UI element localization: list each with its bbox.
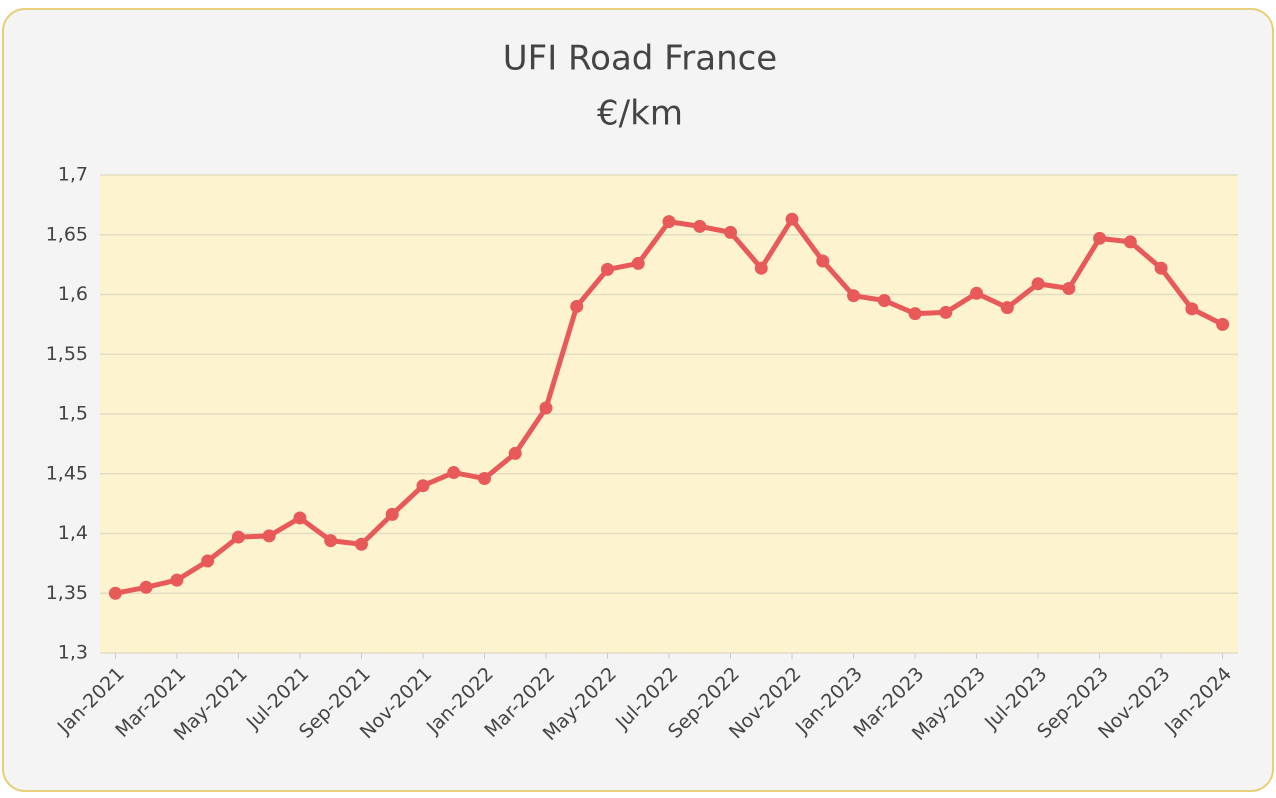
data-point bbox=[262, 529, 276, 543]
y-tick-label: 1,5 bbox=[58, 403, 88, 425]
data-point bbox=[847, 289, 861, 303]
y-tick-label: 1,55 bbox=[46, 343, 88, 365]
y-tick-label: 1,45 bbox=[46, 462, 88, 484]
data-point bbox=[1031, 277, 1045, 291]
data-point bbox=[1216, 317, 1230, 331]
data-point bbox=[539, 401, 553, 415]
y-tick-label: 1,35 bbox=[46, 582, 88, 604]
data-point bbox=[416, 479, 430, 493]
data-point bbox=[508, 446, 522, 460]
y-tick-label: 1,65 bbox=[46, 223, 88, 245]
data-point bbox=[447, 466, 461, 480]
data-point bbox=[139, 580, 153, 594]
data-point bbox=[816, 254, 830, 268]
y-tick-label: 1,6 bbox=[58, 283, 88, 305]
y-tick-label: 1,3 bbox=[58, 642, 88, 664]
data-point bbox=[293, 511, 307, 525]
data-point bbox=[631, 256, 645, 270]
y-tick-label: 1,4 bbox=[58, 522, 88, 544]
data-point bbox=[877, 293, 891, 307]
data-point bbox=[662, 215, 676, 229]
chart-subtitle: €/km bbox=[597, 94, 683, 134]
data-point bbox=[324, 534, 338, 548]
data-point bbox=[108, 586, 122, 600]
data-point bbox=[170, 573, 184, 587]
data-point bbox=[201, 554, 215, 568]
data-point bbox=[908, 307, 922, 321]
data-point bbox=[231, 530, 245, 544]
data-point bbox=[570, 299, 584, 313]
data-point bbox=[754, 261, 768, 275]
data-point bbox=[385, 507, 399, 521]
data-point bbox=[600, 262, 614, 276]
data-point bbox=[1154, 261, 1168, 275]
data-point bbox=[1000, 301, 1014, 315]
data-point bbox=[693, 219, 707, 233]
data-point bbox=[1185, 302, 1199, 316]
data-point bbox=[970, 286, 984, 300]
data-point bbox=[1062, 282, 1076, 296]
y-tick-label: 1,7 bbox=[58, 164, 88, 186]
data-point bbox=[785, 212, 799, 226]
chart-title: UFI Road France bbox=[503, 39, 777, 79]
data-point bbox=[1123, 235, 1137, 249]
data-point bbox=[1093, 231, 1107, 245]
data-point bbox=[354, 537, 368, 551]
data-point bbox=[939, 305, 953, 319]
data-point bbox=[724, 225, 738, 239]
data-point bbox=[477, 472, 491, 486]
